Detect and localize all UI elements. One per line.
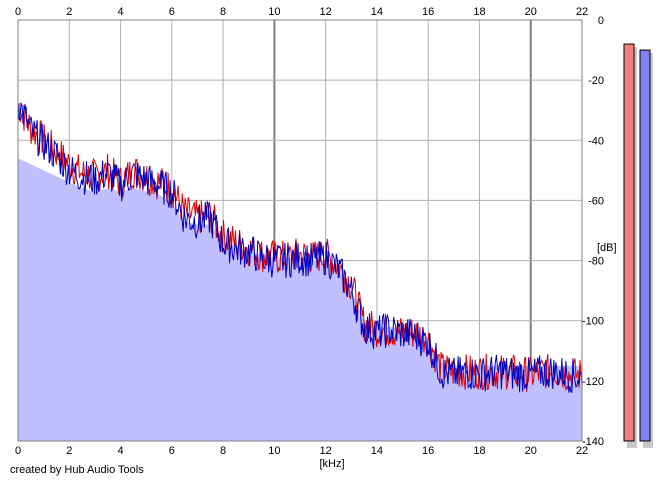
x-tick-label-bottom: 2 — [66, 445, 72, 457]
x-tick-label-bottom: 22 — [576, 445, 588, 457]
x-tick-label-top: 22 — [576, 6, 588, 18]
x-tick-label-bottom: 12 — [320, 445, 332, 457]
x-tick-labels-top: 0 2 4 6 8 10 12 14 16 18 20 22 — [15, 6, 588, 18]
level-meters — [623, 43, 653, 449]
level-meter-left — [623, 43, 635, 442]
x-tick-label-bottom: 20 — [525, 445, 537, 457]
x-tick-label-bottom: 10 — [268, 445, 280, 457]
y-tick-label: -120 — [582, 376, 604, 388]
y-tick-label: -20 — [588, 75, 604, 87]
x-tick-label-bottom: 0 — [15, 445, 21, 457]
x-tick-labels-bottom: 0 2 4 6 8 10 12 14 16 18 20 22 — [15, 445, 588, 457]
y-axis-label: [dB] — [597, 242, 617, 254]
x-axis-label: [kHz] — [319, 458, 344, 470]
series-group — [17, 101, 583, 394]
x-tick-label-top: 8 — [220, 6, 226, 18]
x-tick-label-top: 10 — [268, 6, 280, 18]
x-tick-label-top: 12 — [320, 6, 332, 18]
x-tick-label-top: 0 — [15, 6, 21, 18]
y-tick-label: -60 — [588, 195, 604, 207]
y-tick-labels: 0 -20 -40 -60 -80 -100 -120 -140 — [582, 15, 604, 448]
x-tick-label-bottom: 6 — [169, 445, 175, 457]
x-tick-label-bottom: 8 — [220, 445, 226, 457]
x-tick-label-top: 6 — [169, 6, 175, 18]
x-tick-label-top: 20 — [525, 6, 537, 18]
y-tick-label: -100 — [582, 316, 604, 328]
y-tick-label: -140 — [582, 436, 604, 448]
spectrum-fill-area — [18, 158, 582, 442]
x-tick-label-bottom: 18 — [473, 445, 485, 457]
x-tick-label-top: 18 — [473, 6, 485, 18]
level-meter-right — [639, 49, 651, 442]
y-tick-label: -40 — [588, 135, 604, 147]
x-tick-label-top: 2 — [66, 6, 72, 18]
credit-text: created by Hub Audio Tools — [10, 464, 144, 476]
x-tick-label-bottom: 16 — [422, 445, 434, 457]
x-tick-label-top: 14 — [371, 6, 383, 18]
x-tick-label-bottom: 4 — [117, 445, 123, 457]
x-tick-label-bottom: 14 — [371, 445, 383, 457]
plot-frame — [17, 19, 583, 442]
x-tick-label-top: 4 — [117, 6, 123, 18]
y-tick-label: -80 — [588, 256, 604, 268]
series-line-right-channel — [17, 101, 583, 394]
y-tick-label: 0 — [598, 15, 604, 27]
x-tick-label-top: 16 — [422, 6, 434, 18]
